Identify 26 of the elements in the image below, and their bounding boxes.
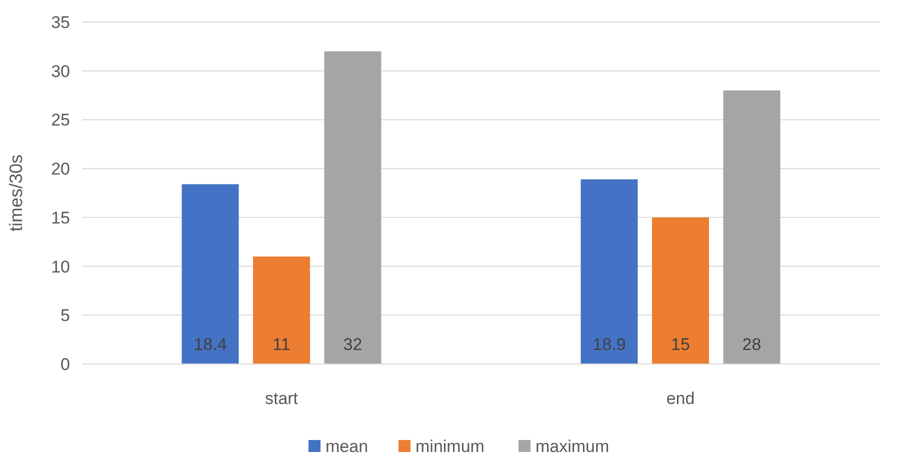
data-label: 28: [742, 335, 762, 354]
y-axis-title: times/30s: [6, 154, 26, 232]
bar: [182, 184, 239, 364]
bar: [580, 179, 638, 364]
y-tick-label: 0: [60, 355, 70, 374]
legend-label: mean: [326, 437, 368, 456]
data-label: 18.9: [592, 335, 626, 354]
bar: [723, 90, 780, 364]
y-tick-label: 35: [51, 13, 70, 32]
bar: [652, 217, 709, 364]
x-tick-label: start: [264, 389, 298, 408]
data-label: 11: [272, 335, 290, 354]
y-tick-label: 30: [51, 62, 70, 81]
y-tick-label: 15: [51, 208, 70, 228]
y-tick-label: 25: [51, 110, 70, 130]
legend-label: minimum: [416, 437, 484, 456]
data-label: 32: [343, 335, 362, 354]
data-label: 18.4: [194, 335, 227, 354]
y-tick-label: 5: [60, 306, 70, 326]
data-label: 15: [671, 335, 690, 354]
legend-label: maximum: [536, 437, 610, 456]
bar: [253, 256, 310, 364]
bar: [324, 51, 382, 364]
y-tick-label: 20: [51, 160, 70, 179]
y-tick-label: 10: [51, 257, 70, 276]
x-tick-label: end: [666, 389, 695, 408]
